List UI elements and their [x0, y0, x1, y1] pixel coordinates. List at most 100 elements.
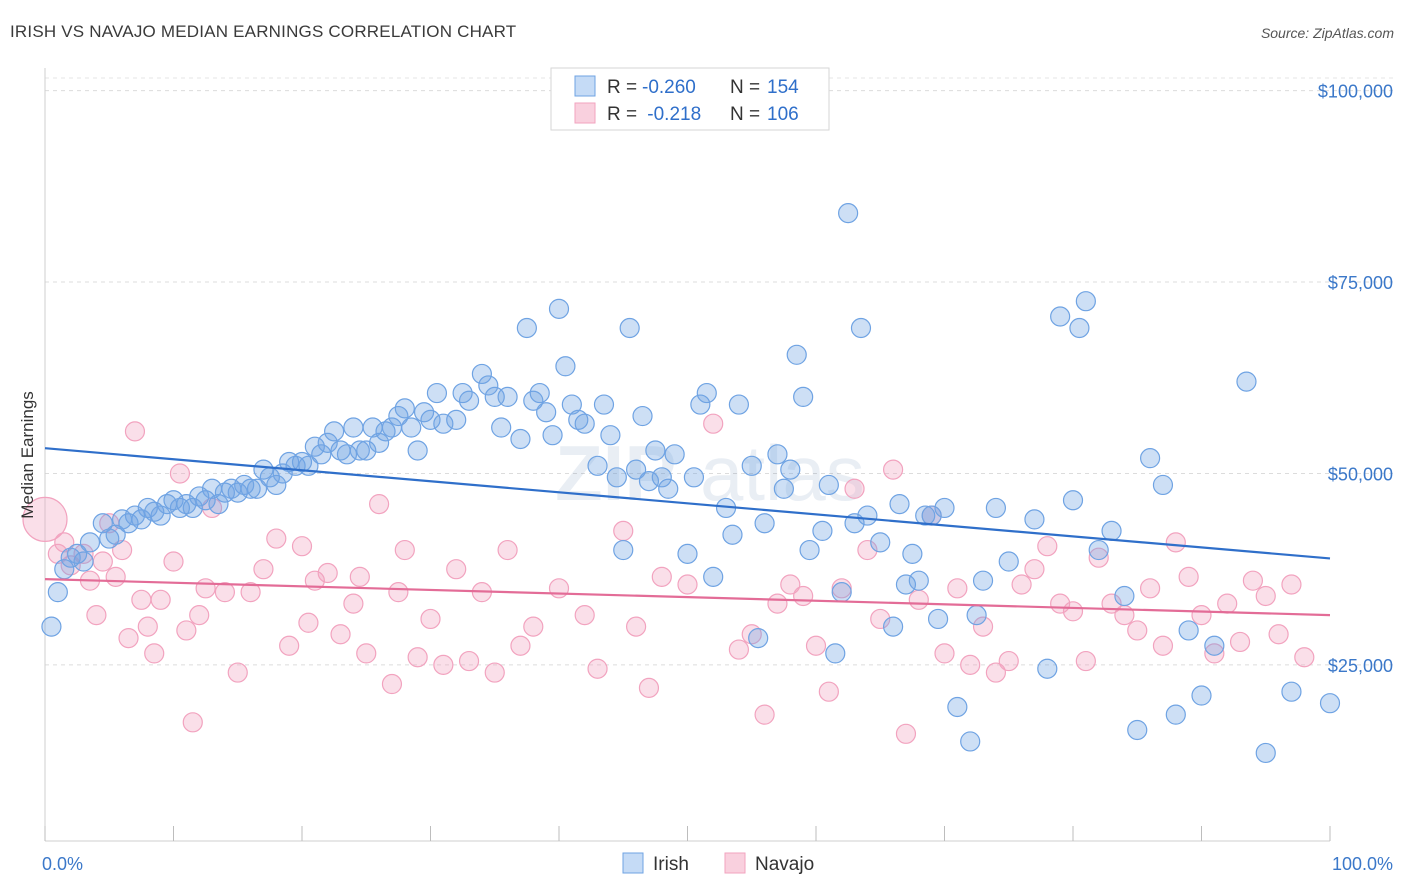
navajo-points	[22, 413, 1315, 744]
irish-point	[510, 428, 531, 450]
irish-point	[908, 570, 929, 591]
irish-point	[658, 478, 679, 499]
navajo-point	[1165, 532, 1186, 553]
irish-point	[818, 474, 839, 496]
navajo-point	[523, 616, 544, 637]
y-tick-label: $100,000	[1318, 82, 1393, 102]
navajo-point	[587, 658, 608, 679]
irish-point	[1101, 520, 1122, 541]
navajo-point	[54, 532, 75, 553]
irish-point	[1178, 620, 1199, 641]
navajo-point	[381, 673, 403, 695]
svg-text:atlas: atlas	[700, 429, 865, 517]
navajo-point	[118, 627, 139, 649]
navajo-point	[741, 624, 762, 645]
chart-title: IRISH VS NAVAJO MEDIAN EARNINGS CORRELAT…	[10, 22, 517, 41]
navajo-point	[1037, 536, 1058, 557]
navajo-point	[780, 574, 801, 595]
irish-point	[1062, 490, 1084, 511]
navajo-point	[1152, 635, 1174, 656]
navajo-point	[163, 551, 184, 572]
irish-point	[664, 444, 685, 465]
navajo-point	[22, 496, 68, 543]
navajo-point	[728, 639, 750, 660]
irish-point	[92, 513, 113, 534]
navajo-point	[998, 650, 1019, 672]
navajo-point	[947, 578, 968, 599]
irish-point	[458, 390, 480, 411]
irish-point	[324, 421, 345, 442]
irish-point	[234, 474, 255, 496]
irish-point	[786, 344, 807, 365]
irish-point	[1152, 474, 1174, 496]
navajo-point	[356, 643, 377, 664]
irish-point	[593, 394, 615, 415]
navajo-point	[895, 723, 917, 744]
navajo-point	[150, 589, 171, 610]
irish-point	[799, 539, 820, 561]
navajo-point	[105, 566, 126, 587]
irish-point	[176, 493, 197, 515]
navajo-point	[176, 620, 197, 641]
irish-point	[182, 497, 203, 519]
y-tick-label: $25,000	[1328, 656, 1393, 676]
irish-point	[741, 455, 762, 476]
legend-r-value-irish: -0.260	[642, 77, 696, 98]
navajo-trend-line	[44, 578, 1331, 617]
irish-point	[690, 394, 711, 415]
irish-point	[1114, 585, 1135, 607]
navajo-point	[407, 647, 428, 668]
navajo-point	[793, 585, 814, 607]
irish-point	[426, 382, 448, 404]
irish-point	[780, 459, 801, 480]
irish-trend-line	[44, 447, 1331, 560]
watermark: ZIP atlas	[555, 429, 865, 517]
navajo-point	[510, 635, 531, 656]
irish-point	[41, 616, 62, 637]
navajo-point	[137, 616, 158, 637]
navajo-point	[1088, 547, 1109, 568]
irish-point	[728, 394, 750, 415]
irish-point	[1050, 306, 1071, 327]
navajo-point	[266, 528, 287, 549]
irish-point	[311, 444, 332, 465]
navajo-point	[227, 662, 248, 683]
navajo-point	[1229, 631, 1251, 653]
navajo-point	[497, 539, 518, 561]
irish-point	[985, 497, 1007, 519]
irish-point	[651, 467, 672, 488]
navajo-point	[1075, 650, 1096, 672]
y-tick-label: $75,000	[1328, 273, 1393, 293]
irish-point	[902, 543, 923, 564]
irish-point	[99, 528, 120, 549]
irish-point	[793, 386, 814, 408]
irish-point	[606, 467, 627, 488]
irish-point	[1069, 317, 1090, 339]
navajo-point	[86, 605, 107, 626]
irish-point	[105, 524, 126, 545]
navajo-point	[349, 566, 370, 587]
irish-point	[131, 509, 152, 530]
navajo-point	[703, 413, 724, 434]
irish-point	[542, 425, 563, 446]
irish-point	[548, 298, 570, 319]
irish-point	[857, 505, 878, 526]
x-tick-min: 0.0%	[42, 854, 83, 874]
navajo-point	[446, 559, 467, 580]
bottom-legend-irish: Irish	[653, 854, 689, 875]
legend-n-label-irish: N =	[730, 77, 760, 98]
navajo-point	[369, 493, 390, 515]
irish-point	[1281, 681, 1302, 702]
irish-point	[947, 696, 968, 718]
irish-point	[336, 444, 358, 465]
irish-point	[195, 490, 216, 511]
navajo-point	[960, 654, 981, 675]
irish-point	[433, 413, 454, 434]
irish-point	[189, 486, 210, 507]
irish-point	[748, 627, 769, 649]
navajo-point	[870, 608, 891, 630]
source-label: Source: ZipAtlas.com	[1260, 25, 1394, 41]
irish-point	[497, 386, 518, 408]
irish-point	[516, 317, 537, 339]
